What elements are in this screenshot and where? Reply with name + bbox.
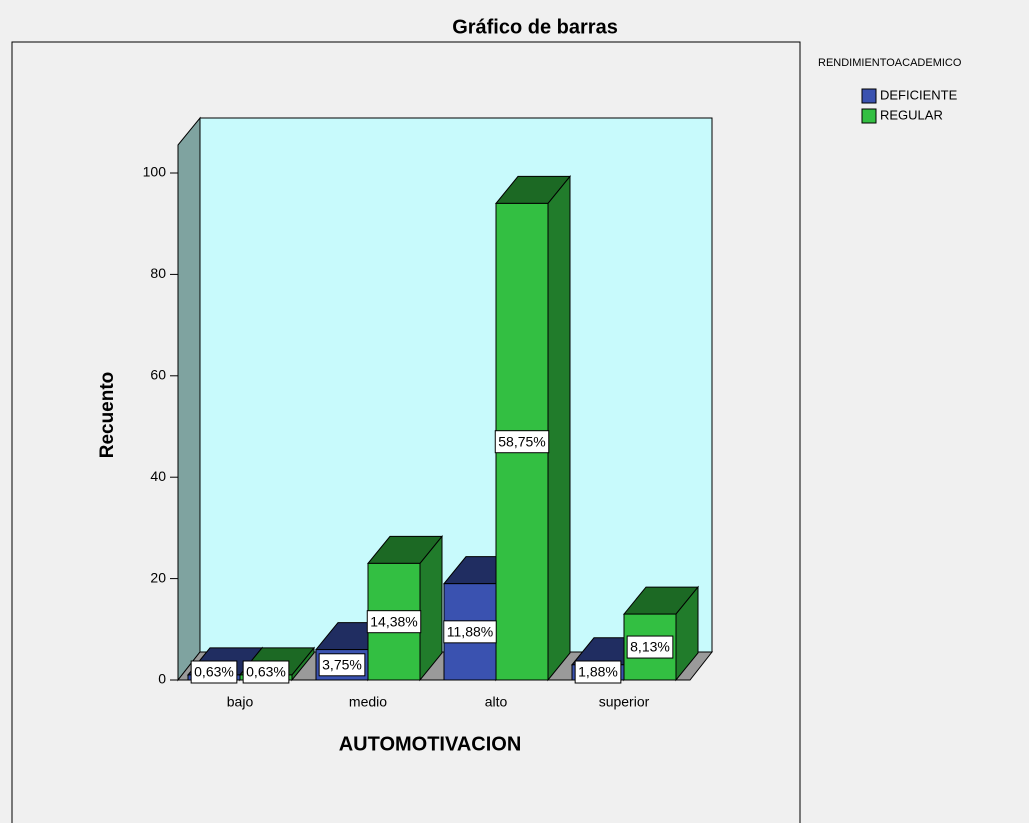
y-axis-label: Recuento: [97, 372, 118, 459]
legend-label: REGULAR: [880, 107, 943, 122]
x-tick-label: superior: [599, 694, 650, 710]
y-tick-label: 100: [143, 164, 167, 180]
data-label-box: [626, 635, 674, 659]
data-label: 1,88%: [578, 664, 618, 680]
y-tick-label: 80: [150, 265, 166, 281]
side-wall: [177, 116, 201, 682]
y-tick-label: 60: [150, 367, 166, 383]
legend-swatch: [861, 108, 877, 124]
bar-side: [547, 175, 571, 682]
data-label: 8,13%: [630, 639, 670, 655]
legend-label: DEFICIENTE: [880, 87, 958, 102]
legend-swatch: [861, 88, 877, 104]
x-axis-label: AUTOMOTIVACION: [339, 733, 522, 755]
data-label: 0,63%: [194, 664, 234, 680]
y-tick-label: 20: [150, 569, 166, 585]
data-label-box: [242, 660, 290, 684]
x-tick-label: bajo: [227, 694, 254, 710]
data-label-box: [318, 653, 366, 677]
data-label: 58,75%: [498, 433, 545, 449]
data-label: 3,75%: [322, 656, 362, 672]
data-label-box: [574, 660, 622, 684]
data-label-box: [190, 660, 238, 684]
legend-title: RENDIMIENTOACADEMICO: [818, 57, 962, 69]
y-tick-label: 40: [150, 468, 166, 484]
y-tick-label: 0: [158, 671, 166, 687]
data-label: 11,88%: [447, 624, 493, 640]
chart-title: Gráfico de barras: [452, 16, 618, 38]
data-label: 0,63%: [246, 664, 286, 680]
data-label: 14,38%: [370, 613, 417, 629]
data-label-box: [443, 620, 497, 644]
data-label-box: [494, 430, 550, 454]
data-label-box: [366, 610, 422, 634]
x-tick-label: medio: [349, 694, 387, 710]
x-tick-label: alto: [485, 694, 508, 710]
